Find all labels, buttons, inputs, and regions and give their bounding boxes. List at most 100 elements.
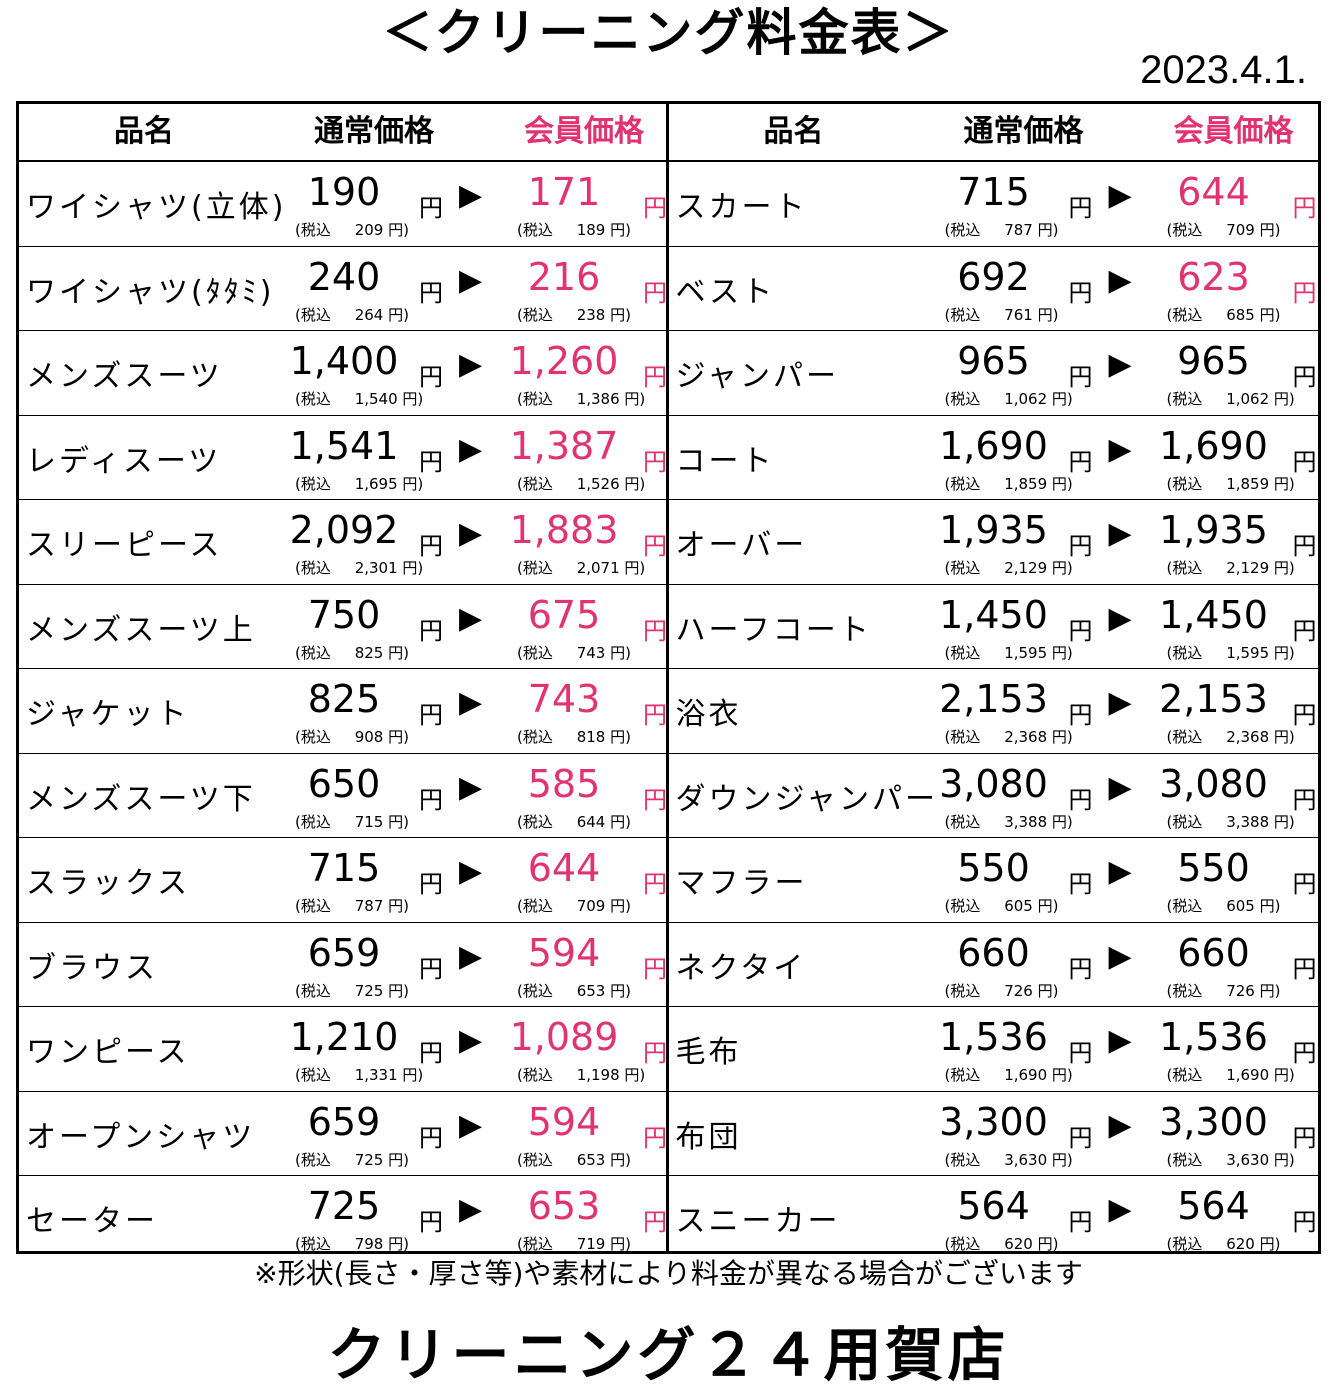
arrow-icon: ▶	[1108, 685, 1132, 720]
yen-unit: 円	[419, 363, 443, 391]
yen-unit: 円	[643, 363, 667, 391]
table-header: 品名 通常価格 会員価格	[19, 104, 666, 162]
yen-unit: 円	[1292, 532, 1317, 560]
member-tax-included: (税込 1,595 円)	[1166, 643, 1295, 662]
regular-tax-included: (税込 725 円)	[295, 1150, 409, 1169]
yen-unit: 円	[419, 870, 443, 898]
table-row: ハーフコート 1,450 円 ▶ 1,450 円 (税込 1,595 円) (税込 1,595…	[668, 585, 1318, 669]
member-tax-included: (税込 1,859 円)	[1166, 474, 1295, 493]
member-price: 564	[1177, 1184, 1250, 1228]
yen-unit: 円	[1068, 447, 1093, 476]
regular-tax-included: (税込 209 円)	[295, 221, 409, 239]
yen-unit: 円	[643, 532, 667, 560]
yen-unit: 円	[419, 785, 443, 814]
member-price: 594	[527, 930, 601, 975]
regular-tax-included: (税込 1,595 円)	[944, 643, 1073, 662]
table-row: 毛布 1,536 円 ▶ 1,536 円 (税込 1,690 円) (税込 1,690 円)	[668, 1007, 1318, 1092]
yen-unit: 円	[643, 616, 667, 645]
member-price: 623	[1177, 254, 1250, 299]
item-name: ネクタイ	[675, 950, 807, 986]
member-tax-included: (税込 709 円)	[1166, 221, 1281, 239]
regular-price: 1,450	[939, 592, 1048, 637]
yen-unit: 円	[643, 194, 667, 222]
item-name: スニーカー	[675, 1204, 841, 1239]
yen-unit: 円	[643, 701, 667, 729]
table-row: オープンシャツ 659 円 ▶ 594 円 (税込 725 円) (税込 653 円)	[19, 1092, 667, 1176]
regular-tax-included: (税込 2,129 円)	[944, 559, 1073, 577]
item-name: スリーピース	[26, 528, 223, 563]
member-tax-included: (税込 719 円)	[517, 1235, 631, 1253]
regular-price: 240	[307, 254, 381, 299]
item-name: 毛布	[675, 1035, 742, 1070]
price-table: 品名 通常価格 会員価格 ワイシャツ(立体) 190 円 ▶ 171 円 (税込 209 円…	[16, 101, 1321, 1254]
member-price: 675	[527, 592, 601, 637]
member-tax-included: (税込 2,071 円)	[517, 559, 646, 577]
store-name: クリーニング２４用賀店	[327, 1321, 1010, 1389]
member-price: 965	[1177, 339, 1250, 383]
price-table-right: 品名 通常価格 会員価格 スカート 715 円 ▶ 644 円 (税込 787 円) (税込 …	[668, 104, 1318, 1253]
member-tax-included: (税込 189 円)	[517, 221, 631, 239]
member-price: 585	[527, 761, 601, 806]
table-row: スラックス 715 円 ▶ 644 円 (税込 787 円) (税込 709 円)	[19, 838, 667, 923]
arrow-icon: ▶	[1108, 516, 1132, 551]
regular-tax-included: (税込 715 円)	[295, 812, 409, 831]
table-row: コート 1,690 円 ▶ 1,690 円 (税込 1,859 円) (税込 1,859 円)	[668, 416, 1318, 500]
arrow-icon: ▶	[459, 431, 483, 467]
arrow-icon: ▶	[1108, 854, 1132, 889]
yen-unit: 円	[643, 278, 667, 307]
item-name: 布団	[675, 1119, 742, 1155]
regular-tax-included: (税込 264 円)	[295, 305, 409, 324]
table-header: 品名 通常価格 会員価格	[668, 104, 1318, 162]
table-row: マフラー 550 円 ▶ 550 円 (税込 605 円) (税込 605 円)	[668, 838, 1318, 923]
item-name: ワイシャツ(立体)	[26, 190, 287, 225]
member-tax-included: (税込 1,690 円)	[1166, 1066, 1295, 1084]
regular-price: 659	[307, 1099, 381, 1144]
regular-price: 660	[957, 930, 1030, 975]
member-price: 2,153	[1159, 677, 1268, 721]
table-row: オーバー 1,935 円 ▶ 1,935 円 (税込 2,129 円) (税込 2,129 円…	[668, 500, 1318, 585]
arrow-icon: ▶	[1108, 178, 1132, 213]
header-regular-price: 通常価格	[963, 114, 1084, 149]
item-name: 浴衣	[675, 697, 742, 732]
yen-unit: 円	[1292, 785, 1317, 814]
item-name: メンズスーツ下	[26, 781, 256, 817]
yen-unit: 円	[419, 701, 443, 729]
yen-unit: 円	[1292, 1123, 1317, 1152]
yen-unit: 円	[643, 870, 667, 898]
header-regular-price: 通常価格	[314, 114, 434, 149]
yen-unit: 円	[419, 616, 443, 645]
arrow-icon: ▶	[1108, 1107, 1132, 1143]
regular-tax-included: (税込 787 円)	[295, 897, 409, 915]
yen-unit: 円	[1292, 447, 1317, 476]
regular-price: 2,092	[289, 508, 399, 552]
table-row: ワイシャツ(立体) 190 円 ▶ 171 円 (税込 209 円) (税込 189 円)	[19, 162, 667, 247]
arrow-icon: ▶	[459, 1192, 483, 1227]
regular-price: 1,541	[289, 423, 399, 468]
table-row: スカート 715 円 ▶ 644 円 (税込 787 円) (税込 709 円)	[668, 162, 1318, 247]
item-name: ブラウス	[26, 950, 158, 986]
member-tax-included: (税込 605 円)	[1166, 897, 1281, 915]
regular-tax-included: (税込 3,630 円)	[944, 1150, 1073, 1169]
item-name: マフラー	[675, 866, 808, 901]
yen-unit: 円	[1068, 1039, 1093, 1067]
yen-unit: 円	[1068, 194, 1093, 222]
item-name: ジャケット	[26, 697, 190, 732]
member-price: 1,450	[1159, 592, 1268, 637]
member-price: 653	[527, 1184, 601, 1228]
yen-unit: 円	[419, 194, 443, 222]
yen-unit: 円	[643, 954, 667, 983]
item-name: ワイシャツ(ﾀﾀﾐ)	[26, 274, 275, 310]
regular-price: 965	[957, 339, 1030, 383]
member-tax-included: (税込 3,388 円)	[1166, 812, 1295, 831]
yen-unit: 円	[1068, 785, 1093, 814]
member-tax-included: (税込 644 円)	[517, 812, 631, 831]
item-name: ワンピース	[26, 1035, 190, 1070]
regular-price: 692	[957, 254, 1030, 299]
regular-tax-included: (税込 726 円)	[944, 981, 1059, 1000]
table-row: ジャケット 825 円 ▶ 743 円 (税込 908 円) (税込 818 円)	[19, 669, 667, 754]
header-name: 品名	[763, 114, 824, 149]
arrow-icon: ▶	[459, 178, 483, 213]
item-name: オーバー	[675, 528, 808, 563]
member-tax-included: (税込 1,526 円)	[517, 474, 646, 493]
member-price: 1,536	[1159, 1015, 1268, 1059]
